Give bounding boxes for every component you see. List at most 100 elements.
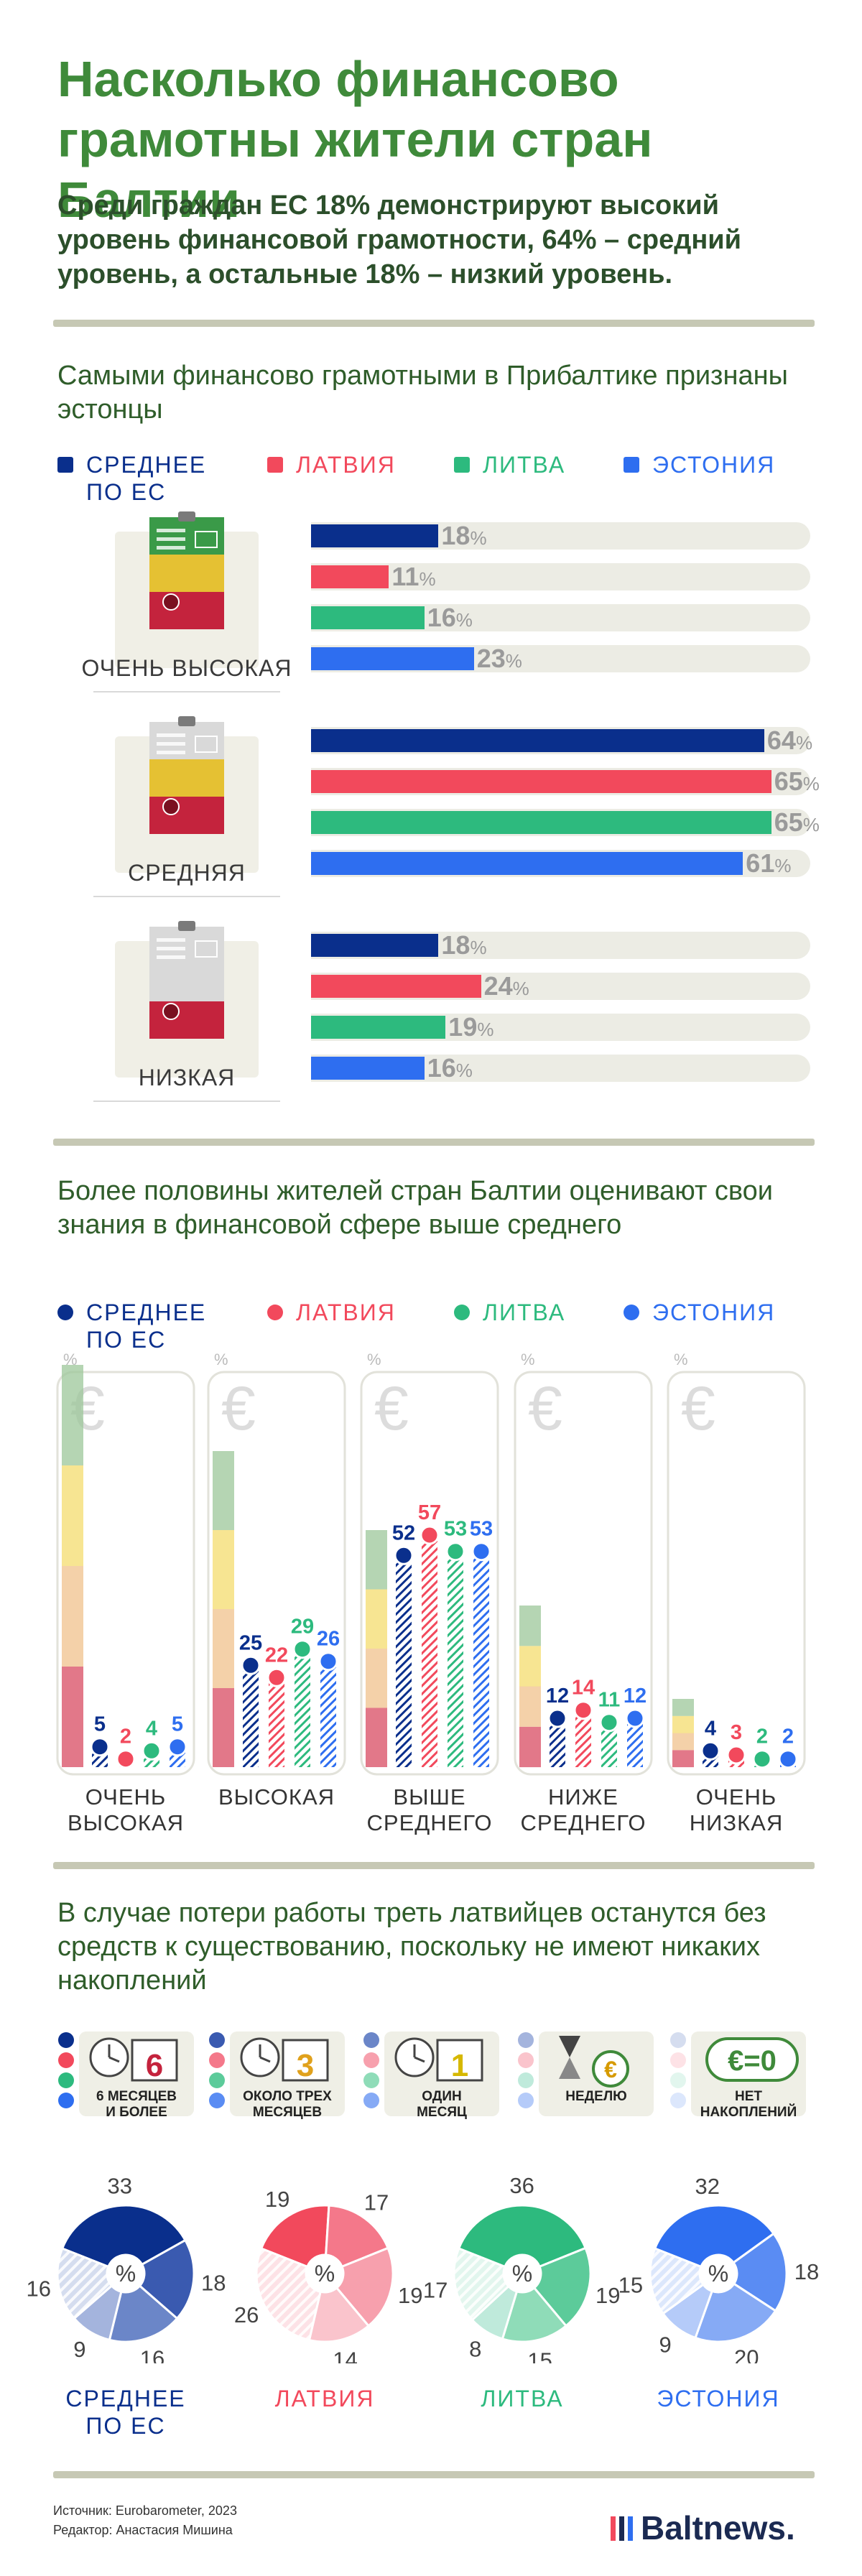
bar-value-label: 4 — [146, 1717, 157, 1740]
bar-value-label: 12 — [624, 1685, 646, 1708]
pie-value-label: 15 — [618, 2272, 643, 2297]
category-swatch — [670, 2032, 686, 2048]
level-underline — [93, 896, 280, 897]
legend-item-lt: ЛИТВА — [454, 1299, 565, 1326]
clipboard-icon — [115, 511, 259, 668]
pie-center-label: % — [512, 2261, 532, 2287]
euro-icon: € — [681, 1374, 715, 1443]
bar-value-label: 11% — [391, 563, 435, 593]
clipboard-icon — [115, 716, 259, 873]
category-swatch — [209, 2093, 225, 2108]
pie-slice-hatch — [57, 2248, 112, 2319]
decor-strip — [672, 1699, 694, 1716]
bar-value-label: 2 — [782, 1725, 794, 1748]
bar-value-number: 64 — [766, 726, 796, 755]
legend-label-ee: ЭСТОНИЯ — [652, 1299, 776, 1325]
panel-percent-label: % — [367, 1350, 381, 1368]
legend-swatch-lv — [267, 457, 283, 473]
bar-cap-dot — [267, 1667, 287, 1687]
bar-ee — [311, 852, 743, 875]
bar-value-unit: % — [802, 814, 820, 835]
category-label: СРЕДНЕГО — [521, 1810, 646, 1835]
category-label: ОДИН — [422, 2089, 461, 2104]
legend-swatch-eu — [57, 457, 73, 473]
pie-slice-hatch — [454, 2248, 509, 2320]
bar-value-label: 18% — [441, 932, 486, 961]
category-label: ОЧЕНЬ — [85, 1784, 167, 1810]
bar-cap-dot — [752, 1749, 772, 1769]
bar-value-label: 53 — [444, 1518, 467, 1541]
section2-heading: Более половины жителей стран Балтии оцен… — [57, 1176, 774, 1240]
title-line-2: грамотны жители стран Балтии — [57, 111, 653, 228]
calendar-number: 3 — [297, 2048, 314, 2083]
panel-percent-label: % — [521, 1350, 535, 1368]
euro-symbol: € — [604, 2057, 617, 2082]
pie-center — [107, 2255, 144, 2292]
section2-legend: СРЕДНЕЕ ПО ЕС ЛАТВИЯ ЛИТВА ЭСТОНИЯ — [57, 1299, 833, 1356]
calendar-number: 1 — [451, 2048, 468, 2083]
pie-center — [700, 2255, 737, 2292]
category-label: НИЗКАЯ — [690, 1810, 784, 1835]
bar-value-unit: % — [419, 568, 436, 590]
bar-eu — [396, 1555, 412, 1767]
legend-label-eu: СРЕДНЕЕ ПО ЕС — [86, 1299, 207, 1353]
brand-name: Baltnews. — [641, 2509, 795, 2547]
bar-value-unit: % — [477, 1019, 494, 1040]
bar-cap-dot — [142, 1741, 162, 1761]
legend-swatch-lv — [267, 1305, 283, 1320]
bar-value-label: 52 — [392, 1521, 415, 1544]
bar-value-label: 4 — [705, 1717, 716, 1740]
brand-bars-icon — [611, 2511, 635, 2550]
bar-value-label: 2 — [756, 1725, 768, 1748]
pie-slice-hatch — [256, 2248, 321, 2340]
decor-strip — [366, 1530, 387, 1590]
category-label: НАКОПЛЕНИЙ — [700, 2104, 797, 2120]
pie-value-label: 14 — [333, 2348, 357, 2363]
separator — [53, 1139, 815, 1146]
pie-center-label: % — [708, 2261, 728, 2287]
clipboard-icon — [115, 921, 259, 1078]
bar-lt — [311, 1016, 446, 1039]
bar-value-label: 16% — [427, 1055, 473, 1084]
category-swatch — [209, 2072, 225, 2088]
bar-value-number: 65 — [774, 766, 803, 796]
legend-label-ee: ЭСТОНИЯ — [652, 452, 776, 478]
pie-value-label: 8 — [469, 2336, 481, 2361]
category-swatch — [670, 2052, 686, 2068]
bar-value-unit: % — [470, 527, 487, 549]
bar-value-number: 18 — [441, 930, 471, 960]
bar-cap-dot — [599, 1713, 619, 1733]
decor-strip — [366, 1649, 387, 1708]
pie-value-label: 19 — [595, 2283, 620, 2308]
bar-cap-dot — [292, 1639, 312, 1659]
source-text: Источник: Eurobarometer, 2023 — [53, 2503, 237, 2518]
decor-strip — [672, 1733, 694, 1751]
bar-value-label: 22 — [265, 1644, 288, 1667]
separator — [53, 320, 815, 327]
vertical-bar-chart: %€52 4 5ОЧЕНЬВЫСОКАЯ%€25222926ВЫСОКАЯ%€525… — [56, 1350, 806, 1835]
bar-value-label: 65% — [774, 809, 820, 838]
category-swatch — [518, 2052, 534, 2068]
euro-icon: € — [374, 1374, 409, 1443]
pie-value-label: 9 — [659, 2332, 671, 2357]
legend-label-lv: ЛАТВИЯ — [296, 452, 396, 478]
section1-legend: СРЕДНЕЕ ПО ЕС ЛАТВИЯ ЛИТВА ЭСТОНИЯ — [57, 451, 833, 509]
panel-frame — [667, 1371, 806, 1776]
bar-ee — [473, 1551, 489, 1767]
euro-coin-icon — [592, 2050, 629, 2088]
bar-lv — [575, 1710, 591, 1767]
bar-cap-dot — [445, 1542, 465, 1562]
legend-label-lt: ЛИТВА — [483, 1299, 566, 1325]
panel-percent-label: % — [63, 1350, 78, 1368]
bar-value-label: 23% — [477, 645, 522, 675]
legend-label-eu: СРЕДНЕЕ ПО ЕС — [86, 452, 207, 505]
bar-value-number: 16 — [427, 1053, 456, 1083]
bar-value-unit: % — [455, 1060, 473, 1081]
legend-item-lv: ЛАТВИЯ — [267, 1299, 396, 1326]
legend-label-lt: ЛИТВА — [483, 452, 566, 478]
bar-cap-dot — [116, 1749, 136, 1769]
decor-strip — [519, 1606, 541, 1646]
bar-ee — [320, 1661, 336, 1767]
